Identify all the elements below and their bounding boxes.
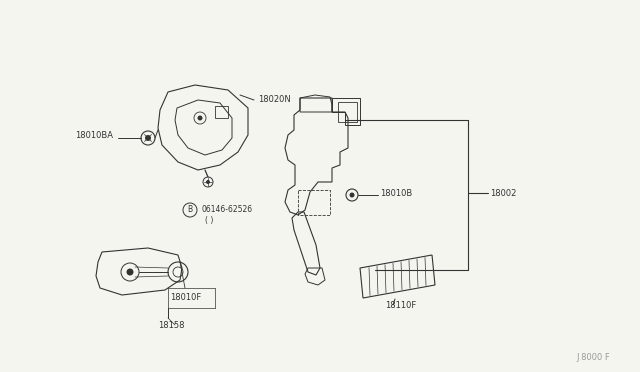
Text: 18020N: 18020N [258,96,291,105]
Text: 18110F: 18110F [385,301,416,310]
Circle shape [206,180,210,184]
Text: J 8000 F: J 8000 F [576,353,610,362]
Text: 18158: 18158 [158,321,184,330]
Text: 18010B: 18010B [380,189,412,198]
Text: 18010BA: 18010BA [75,131,113,141]
Text: ( ): ( ) [205,215,213,224]
Circle shape [145,135,151,141]
Text: 06146-62526: 06146-62526 [202,205,253,215]
Circle shape [198,115,202,121]
Circle shape [127,269,134,276]
Text: 18002: 18002 [490,189,516,198]
Text: B: B [188,205,193,215]
Circle shape [349,192,355,198]
Text: 18010F: 18010F [170,294,201,302]
